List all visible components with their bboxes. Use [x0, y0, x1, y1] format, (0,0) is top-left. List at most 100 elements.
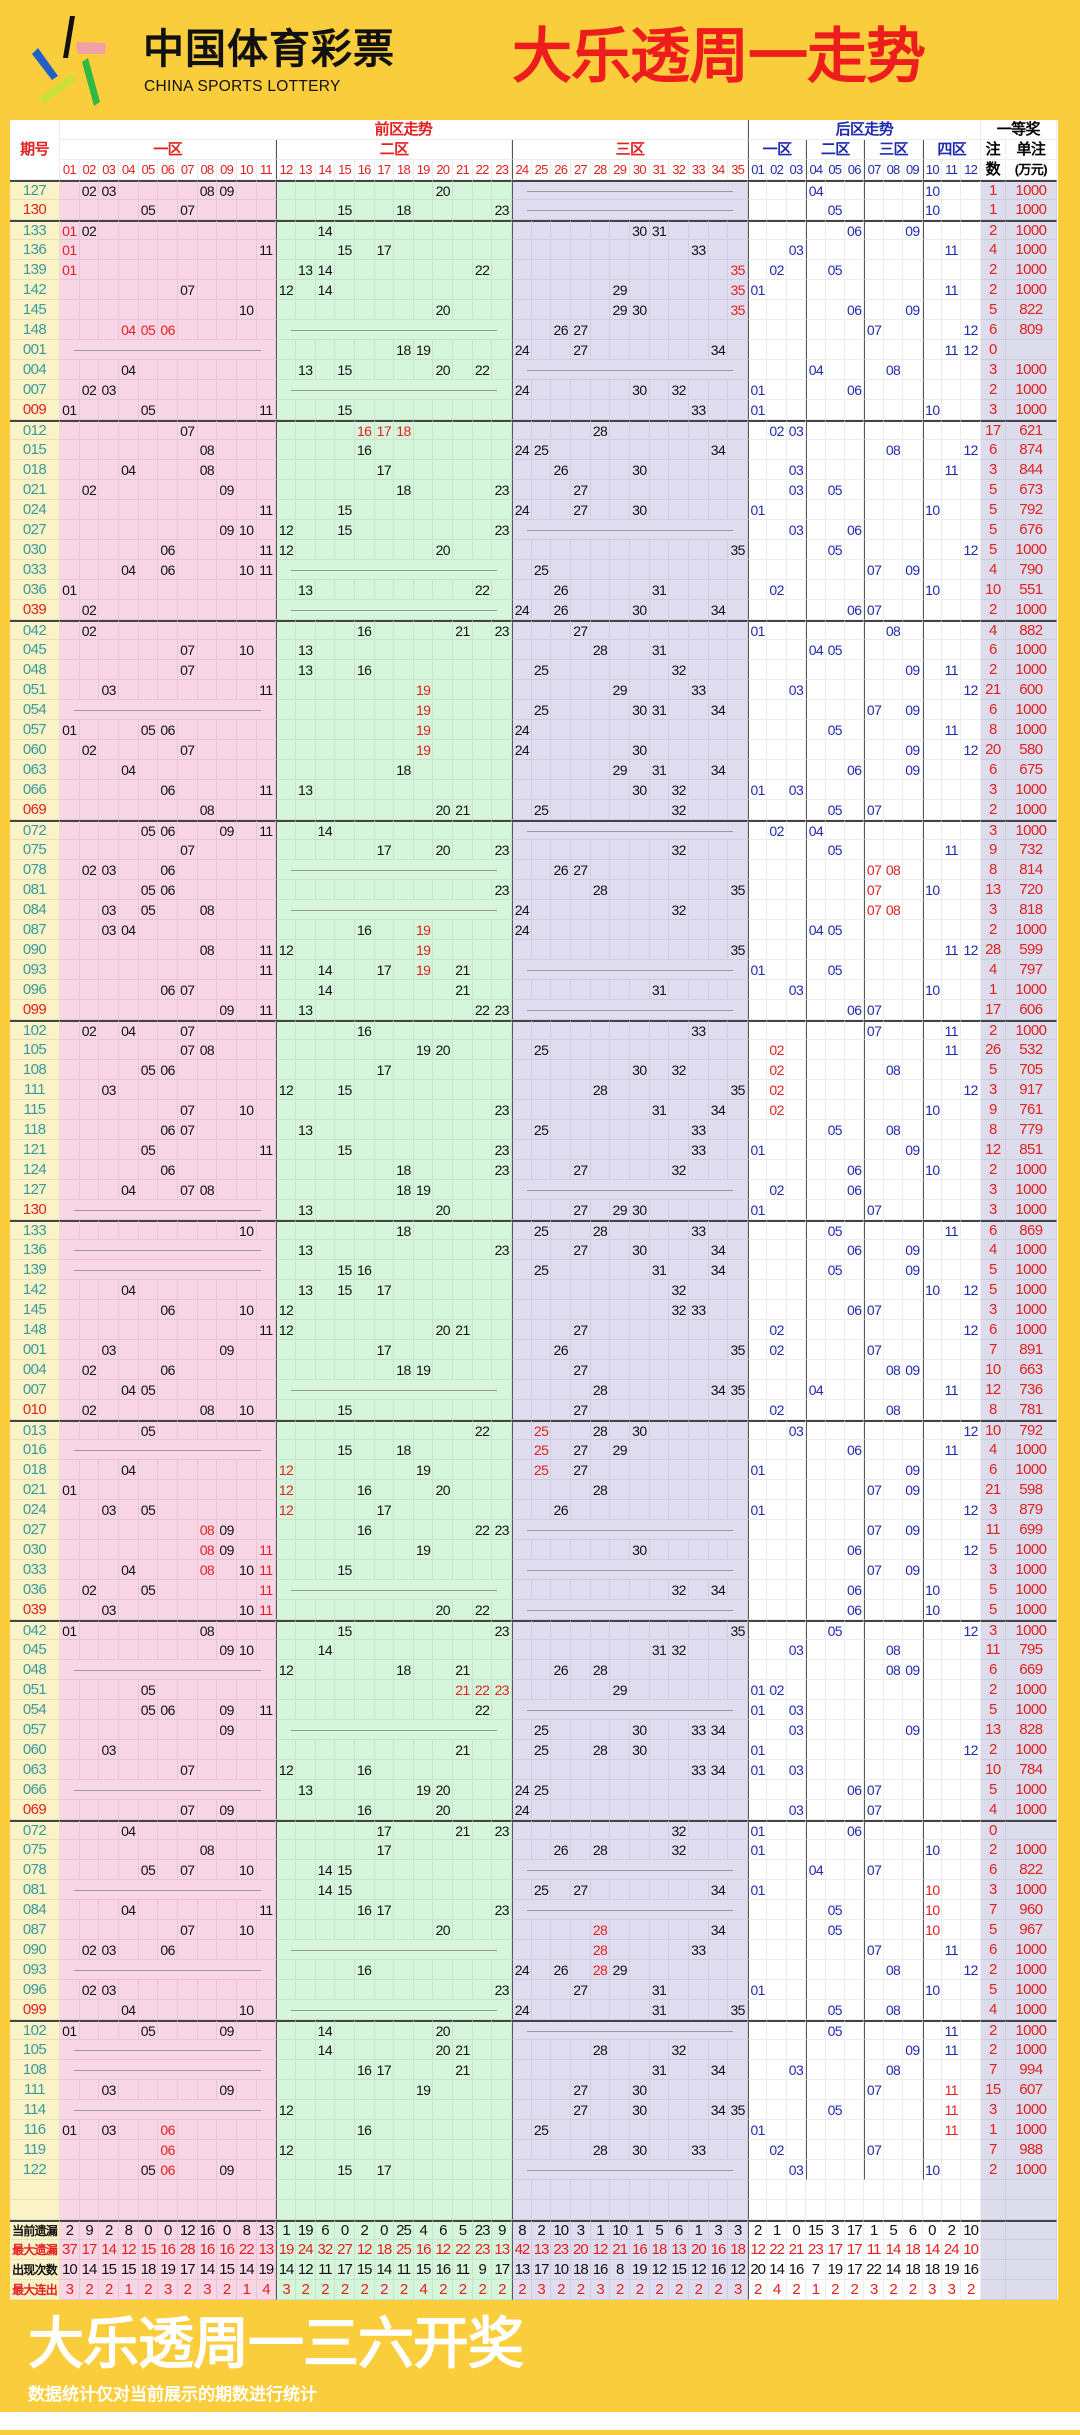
grid-cell — [571, 2060, 591, 2080]
grid-cell — [689, 1740, 709, 1760]
grid-cell — [708, 1360, 729, 1380]
grid-cell — [512, 1060, 532, 1080]
grid-cell — [649, 2140, 670, 2160]
grid-cell — [295, 440, 316, 460]
front-ball: 20 — [433, 180, 454, 200]
grid-cell — [767, 1160, 787, 1180]
grid-cell — [922, 1080, 943, 1100]
grid-cell — [825, 1360, 845, 1380]
front-ball: 27 — [571, 1460, 591, 1480]
grid-cell — [845, 180, 865, 200]
grid-cell — [60, 2160, 80, 2180]
grid-cell — [551, 620, 572, 640]
winner-count: 13 — [980, 880, 1006, 900]
grid-cell — [99, 400, 119, 420]
stats-value: 3 — [708, 2220, 729, 2240]
grid-cell — [825, 1780, 845, 1800]
grid-cell — [786, 1300, 807, 1320]
winner-count: 3 — [980, 1880, 1006, 1900]
grid-cell — [845, 680, 865, 700]
grid-cell — [433, 820, 454, 840]
grid-cell — [571, 1840, 591, 1860]
grid-cell — [630, 1160, 650, 1180]
draw-row: 130 05 07 15 18 23 05 10 1 1000 — [10, 200, 1058, 220]
grid-cell — [315, 1140, 336, 1160]
grid-cell — [472, 1300, 493, 1320]
grid-cell — [922, 280, 943, 300]
front-ball: 12 — [276, 1320, 296, 1340]
grid-cell — [806, 1760, 826, 1780]
grid-cell — [276, 1540, 296, 1560]
stats-value: 12 — [433, 2240, 454, 2260]
grid-cell — [883, 1860, 904, 1880]
grid-cell — [531, 400, 552, 420]
back-ball: 12 — [961, 1500, 981, 1520]
grid-cell — [197, 1080, 218, 1100]
grid-cell — [492, 1420, 513, 1440]
grid-cell — [79, 540, 100, 560]
grid-cell — [942, 380, 962, 400]
grid-cell — [883, 1220, 904, 1240]
grid-cell — [903, 940, 923, 960]
grid-cell — [864, 1380, 884, 1400]
grid-cell — [158, 1380, 178, 1400]
grid-cell — [922, 520, 943, 540]
grid-cell — [256, 1380, 277, 1400]
grid-cell — [649, 920, 670, 940]
grid-cell — [747, 540, 768, 560]
grid-cell — [118, 280, 139, 300]
grid-cell — [610, 800, 631, 820]
grid-cell — [295, 1600, 316, 1620]
winner-count: 2 — [980, 2040, 1006, 2060]
grid-cell — [610, 620, 631, 640]
front-ball: 11 — [256, 780, 277, 800]
prize-amount: 1000 — [1005, 1180, 1057, 1200]
grid-cell — [413, 1340, 434, 1360]
grid-cell — [767, 340, 787, 360]
front-ball: 08 — [197, 460, 218, 480]
front-ball: 33 — [689, 1940, 709, 1960]
grid-cell — [99, 320, 119, 340]
front-ball: 26 — [551, 580, 572, 600]
grid-cell — [335, 880, 355, 900]
grid-cell — [197, 1940, 218, 1960]
grid-cell — [354, 1820, 375, 1840]
grid-cell — [825, 2180, 845, 2200]
grid-cell — [922, 1800, 943, 1820]
grid-cell — [394, 1620, 414, 1640]
grid-cell — [276, 1240, 296, 1260]
grid-cell — [708, 1800, 729, 1820]
period-number: 024 — [10, 500, 60, 520]
grid-cell — [79, 280, 100, 300]
stats-value: 18 — [571, 2260, 591, 2280]
period-number: 007 — [10, 1380, 60, 1400]
grid-cell — [118, 1080, 139, 1100]
grid-cell — [177, 1900, 198, 1920]
prize-amount: 1000 — [1005, 1200, 1057, 1220]
grid-cell — [492, 680, 513, 700]
grid-cell — [158, 800, 178, 820]
front-ball: 28 — [590, 1380, 611, 1400]
grid-cell — [747, 340, 768, 360]
grid-cell — [864, 920, 884, 940]
grid-cell — [903, 640, 923, 660]
grid-cell — [610, 1080, 631, 1100]
grid-cell — [315, 1780, 336, 1800]
grid-cell — [825, 2040, 845, 2060]
grid-cell — [217, 2180, 237, 2200]
grid-cell — [649, 1200, 670, 1220]
grid-cell — [197, 2140, 218, 2160]
front-ball: 25 — [531, 1220, 552, 1240]
grid-cell — [669, 2060, 689, 2080]
grid-cell — [883, 920, 904, 940]
grid-cell — [942, 900, 962, 920]
grid-cell — [472, 700, 493, 720]
grid-cell — [903, 780, 923, 800]
grid-cell — [669, 2140, 689, 2160]
front-ball: 32 — [669, 800, 689, 820]
grid-cell — [708, 2140, 729, 2160]
stats-value: 0 — [158, 2220, 178, 2240]
draw-row: 007 04 05 28 34 35 04 11 12 736 — [10, 1380, 1058, 1400]
grid-cell — [649, 2040, 670, 2060]
grid-cell — [413, 280, 434, 300]
